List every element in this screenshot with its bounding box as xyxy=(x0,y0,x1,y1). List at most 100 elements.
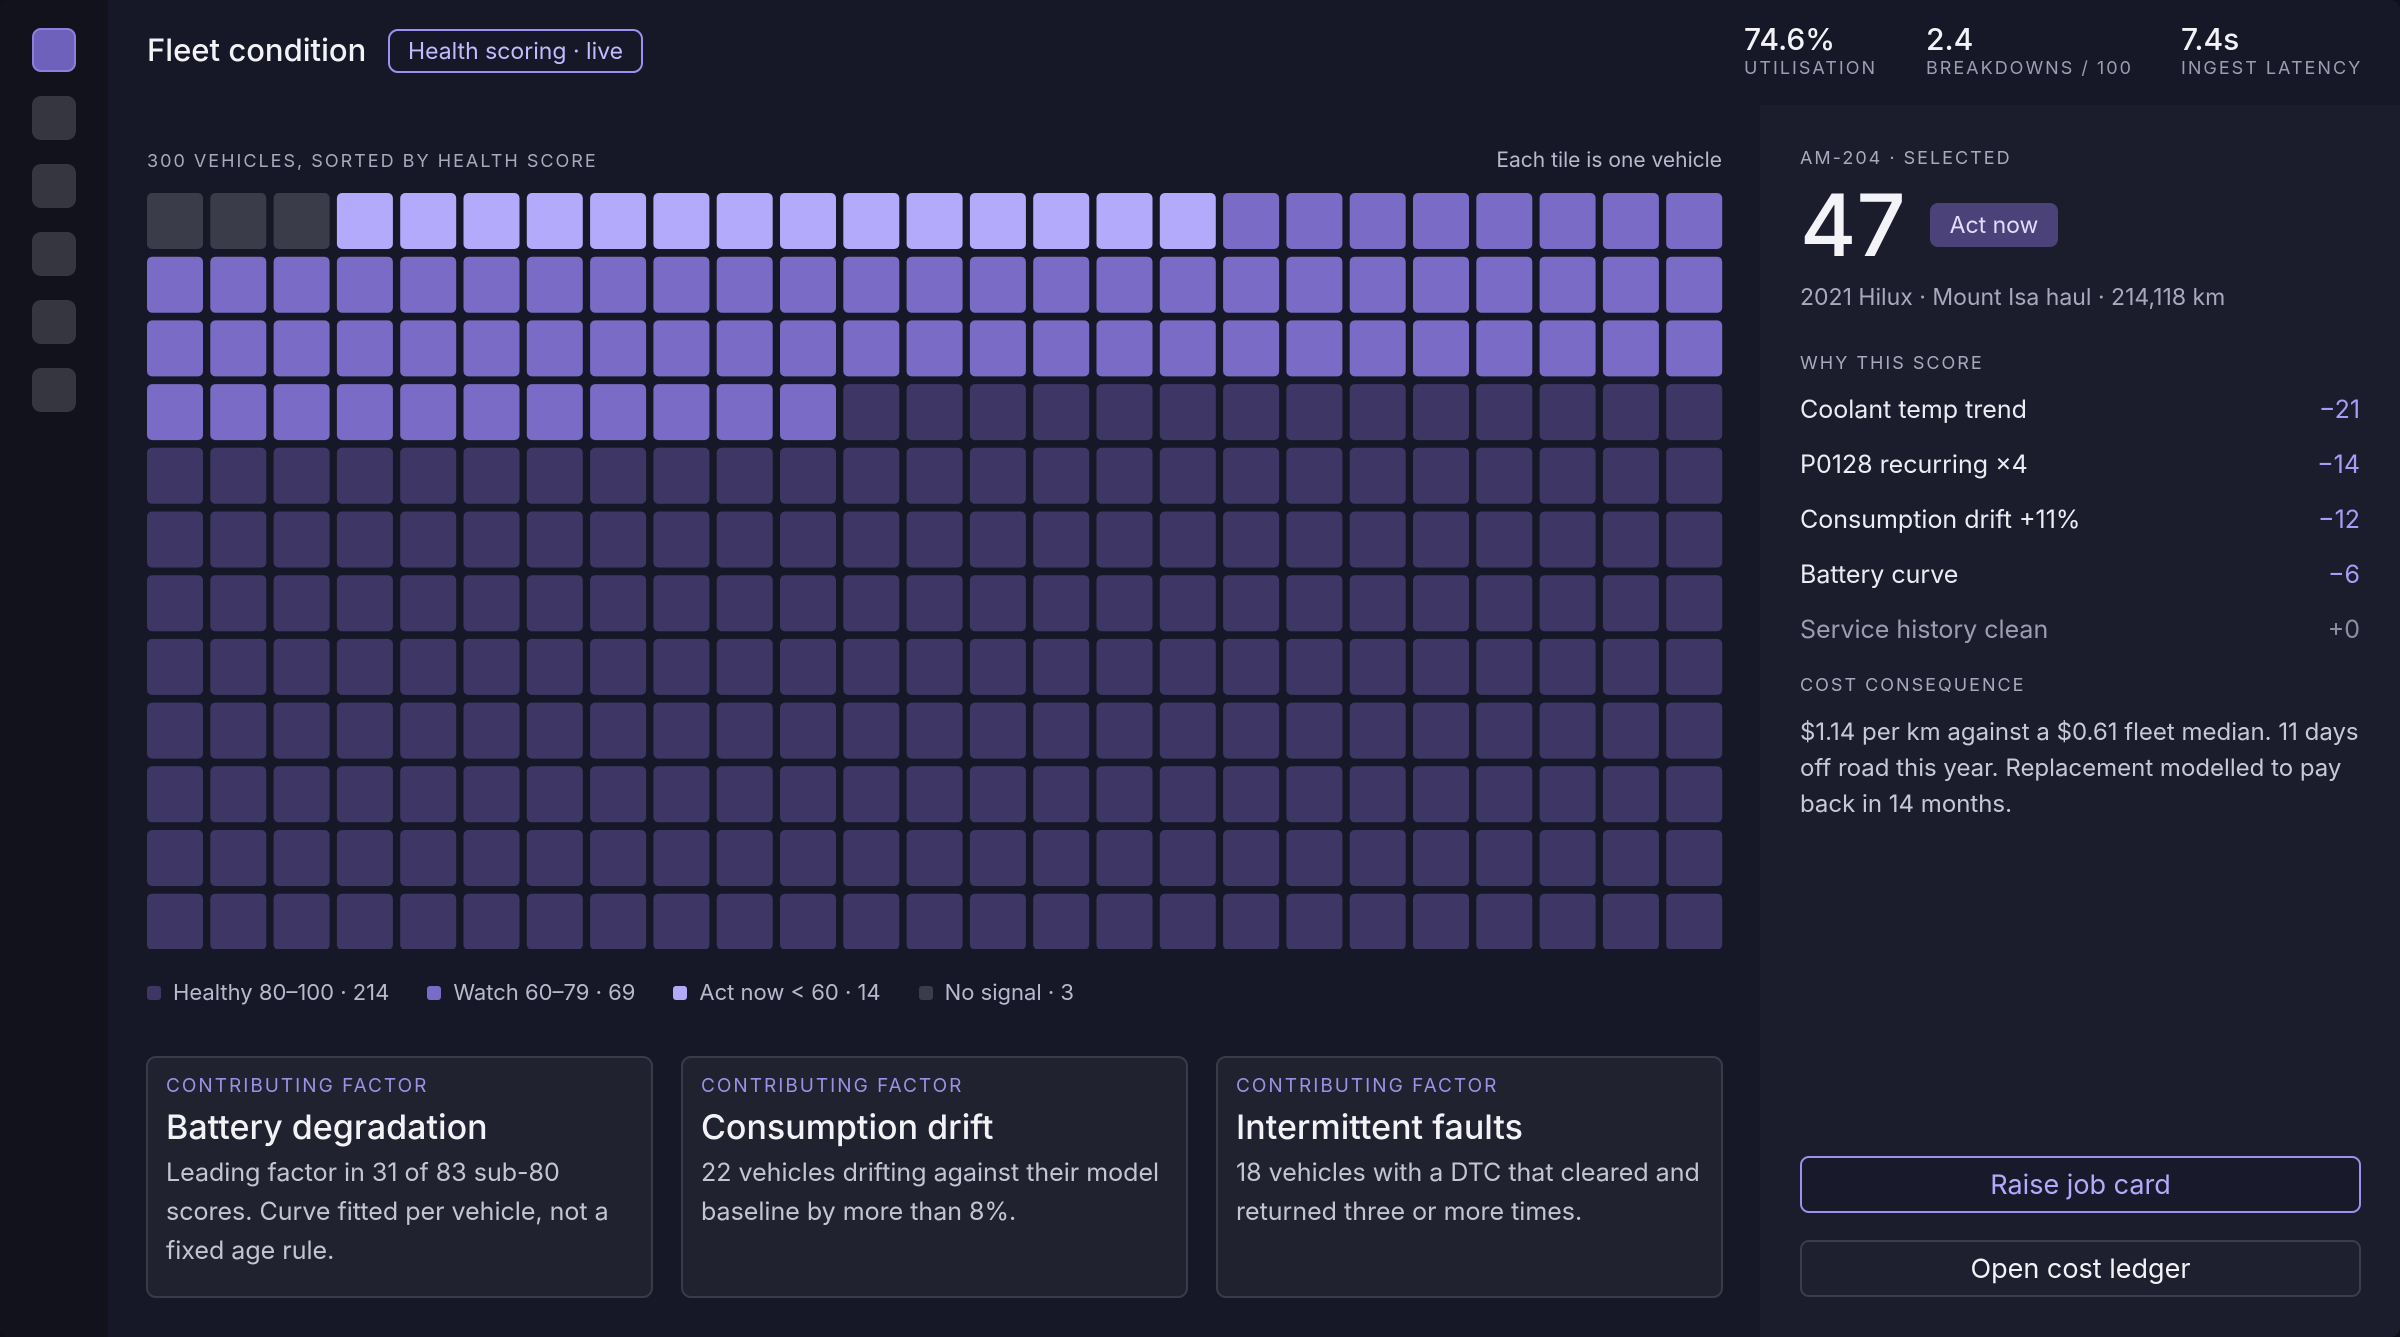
stat-label: UTILISATION xyxy=(1744,58,1878,79)
vehicle-tile xyxy=(1033,320,1090,377)
vehicle-tile xyxy=(1033,256,1090,313)
vehicle-tile xyxy=(1286,702,1343,759)
vehicle-tile xyxy=(336,766,393,823)
factor-delta: −21 xyxy=(2318,394,2360,425)
vehicle-tile xyxy=(653,638,710,695)
vehicle-tile xyxy=(1602,256,1659,313)
nav-icon[interactable] xyxy=(32,300,76,344)
vehicle-tile xyxy=(1096,193,1153,249)
vehicle-tile xyxy=(1476,320,1533,377)
vehicle-tile xyxy=(1476,193,1533,249)
vehicle-tile xyxy=(526,702,583,759)
vehicle-tile xyxy=(147,575,203,632)
vehicle-tile xyxy=(1539,320,1596,377)
vehicle-tile xyxy=(147,256,203,313)
vehicle-tile xyxy=(906,447,963,504)
vehicle-tile xyxy=(463,575,520,632)
vehicle-tile xyxy=(1476,638,1533,695)
section-heading: COST CONSEQUENCE xyxy=(1800,675,2026,696)
vehicle-tile xyxy=(147,893,203,949)
legend: Healthy 80–100 · 214 Watch 60–79 · 69 Act … xyxy=(147,980,1074,1006)
vehicle-tile xyxy=(590,830,647,886)
vehicle-tile xyxy=(336,511,393,568)
vehicle-tile xyxy=(590,638,647,695)
factor-row: P0128 recurring ×4 −14 xyxy=(1800,437,2360,492)
legend-item: No signal · 3 xyxy=(918,980,1075,1006)
vehicle-tile xyxy=(1666,447,1723,504)
vehicle-tile xyxy=(1223,830,1280,886)
vehicle-tile xyxy=(463,384,520,441)
legend-item: Act now < 60 · 14 xyxy=(673,980,881,1006)
vehicle-tile xyxy=(1286,384,1343,441)
nav-icon[interactable] xyxy=(32,232,76,276)
score-row: 47 Act now xyxy=(1800,173,2360,277)
vehicle-tile xyxy=(336,193,393,249)
vehicle-tile xyxy=(526,193,583,249)
vehicle-tile xyxy=(906,256,963,313)
card-title: Consumption drift xyxy=(701,1107,994,1148)
vehicle-tile xyxy=(1223,638,1280,695)
vehicle-tile xyxy=(1096,320,1153,377)
legend-label: Act now < 60 · 14 xyxy=(699,980,881,1006)
vehicle-tile xyxy=(1476,511,1533,568)
vehicle-tile xyxy=(1476,893,1533,949)
legend-swatch xyxy=(147,986,161,1000)
vehicle-tile xyxy=(843,766,900,823)
vehicle-tile xyxy=(1413,830,1469,886)
vehicle-tile xyxy=(843,638,900,695)
factor-card: CONTRIBUTING FACTOR Intermittent faults 18… xyxy=(1216,1056,1723,1298)
vehicle-tile xyxy=(1602,893,1659,949)
vehicle-tile xyxy=(1476,447,1533,504)
vehicle-tile xyxy=(1413,193,1469,249)
vehicle-tile xyxy=(1286,193,1343,249)
vehicle-tile xyxy=(969,638,1026,695)
vehicle-tile xyxy=(1096,702,1153,759)
factor-delta: −12 xyxy=(2318,504,2360,535)
factor-row: Battery curve −6 xyxy=(1800,547,2360,602)
section-heading: WHY THIS SCORE xyxy=(1800,353,1984,374)
vehicle-tile xyxy=(147,384,203,441)
vehicle-tile xyxy=(336,384,393,441)
stat-label: BREAKDOWNS / 100 xyxy=(1926,58,2133,79)
vehicle-tile xyxy=(716,830,773,886)
nav-icon[interactable] xyxy=(32,368,76,412)
vehicle-tile xyxy=(780,575,836,632)
vehicle-tile xyxy=(147,511,203,568)
vehicle-tile xyxy=(590,447,647,504)
nav-icon[interactable] xyxy=(32,164,76,208)
vehicle-tile xyxy=(1223,766,1280,823)
vehicle-tile xyxy=(1602,511,1659,568)
card-body: Leading factor in 31 of 83 sub-80 scores… xyxy=(166,1158,609,1266)
vehicle-tile xyxy=(400,447,457,504)
vehicle-tile xyxy=(1033,893,1090,949)
vehicle-tile xyxy=(273,638,330,695)
vehicle-tile xyxy=(273,384,330,441)
vehicle-tile xyxy=(210,256,267,313)
vehicle-tile xyxy=(716,447,773,504)
stat-value: 7.4s xyxy=(2181,22,2240,58)
button[interactable]: Raise job card xyxy=(1800,1156,2361,1213)
vehicle-tile xyxy=(400,830,457,886)
vehicle-tile xyxy=(843,575,900,632)
nav-icon[interactable] xyxy=(32,28,76,72)
vehicle-tile xyxy=(1413,511,1469,568)
vehicle-tile xyxy=(1159,893,1216,949)
vehicle-tile xyxy=(210,702,267,759)
vehicle-tile xyxy=(1666,320,1723,377)
vehicle-tile xyxy=(336,256,393,313)
vehicle-tile xyxy=(1602,384,1659,441)
vehicle-tile xyxy=(1602,638,1659,695)
vehicle-tile xyxy=(1666,766,1723,823)
nav-icon[interactable] xyxy=(32,96,76,140)
legend-label: No signal · 3 xyxy=(944,980,1075,1006)
vehicle-tile xyxy=(1666,511,1723,568)
vehicle-tile xyxy=(1096,256,1153,313)
vehicle-tile xyxy=(716,766,773,823)
vehicle-tile xyxy=(210,511,267,568)
vehicle-tile xyxy=(653,320,710,377)
button[interactable]: Open cost ledger xyxy=(1800,1240,2361,1297)
vehicle-tile xyxy=(147,638,203,695)
vehicle-tile xyxy=(780,193,836,249)
vehicle-tile xyxy=(1476,256,1533,313)
vehicle-tile xyxy=(780,256,836,313)
